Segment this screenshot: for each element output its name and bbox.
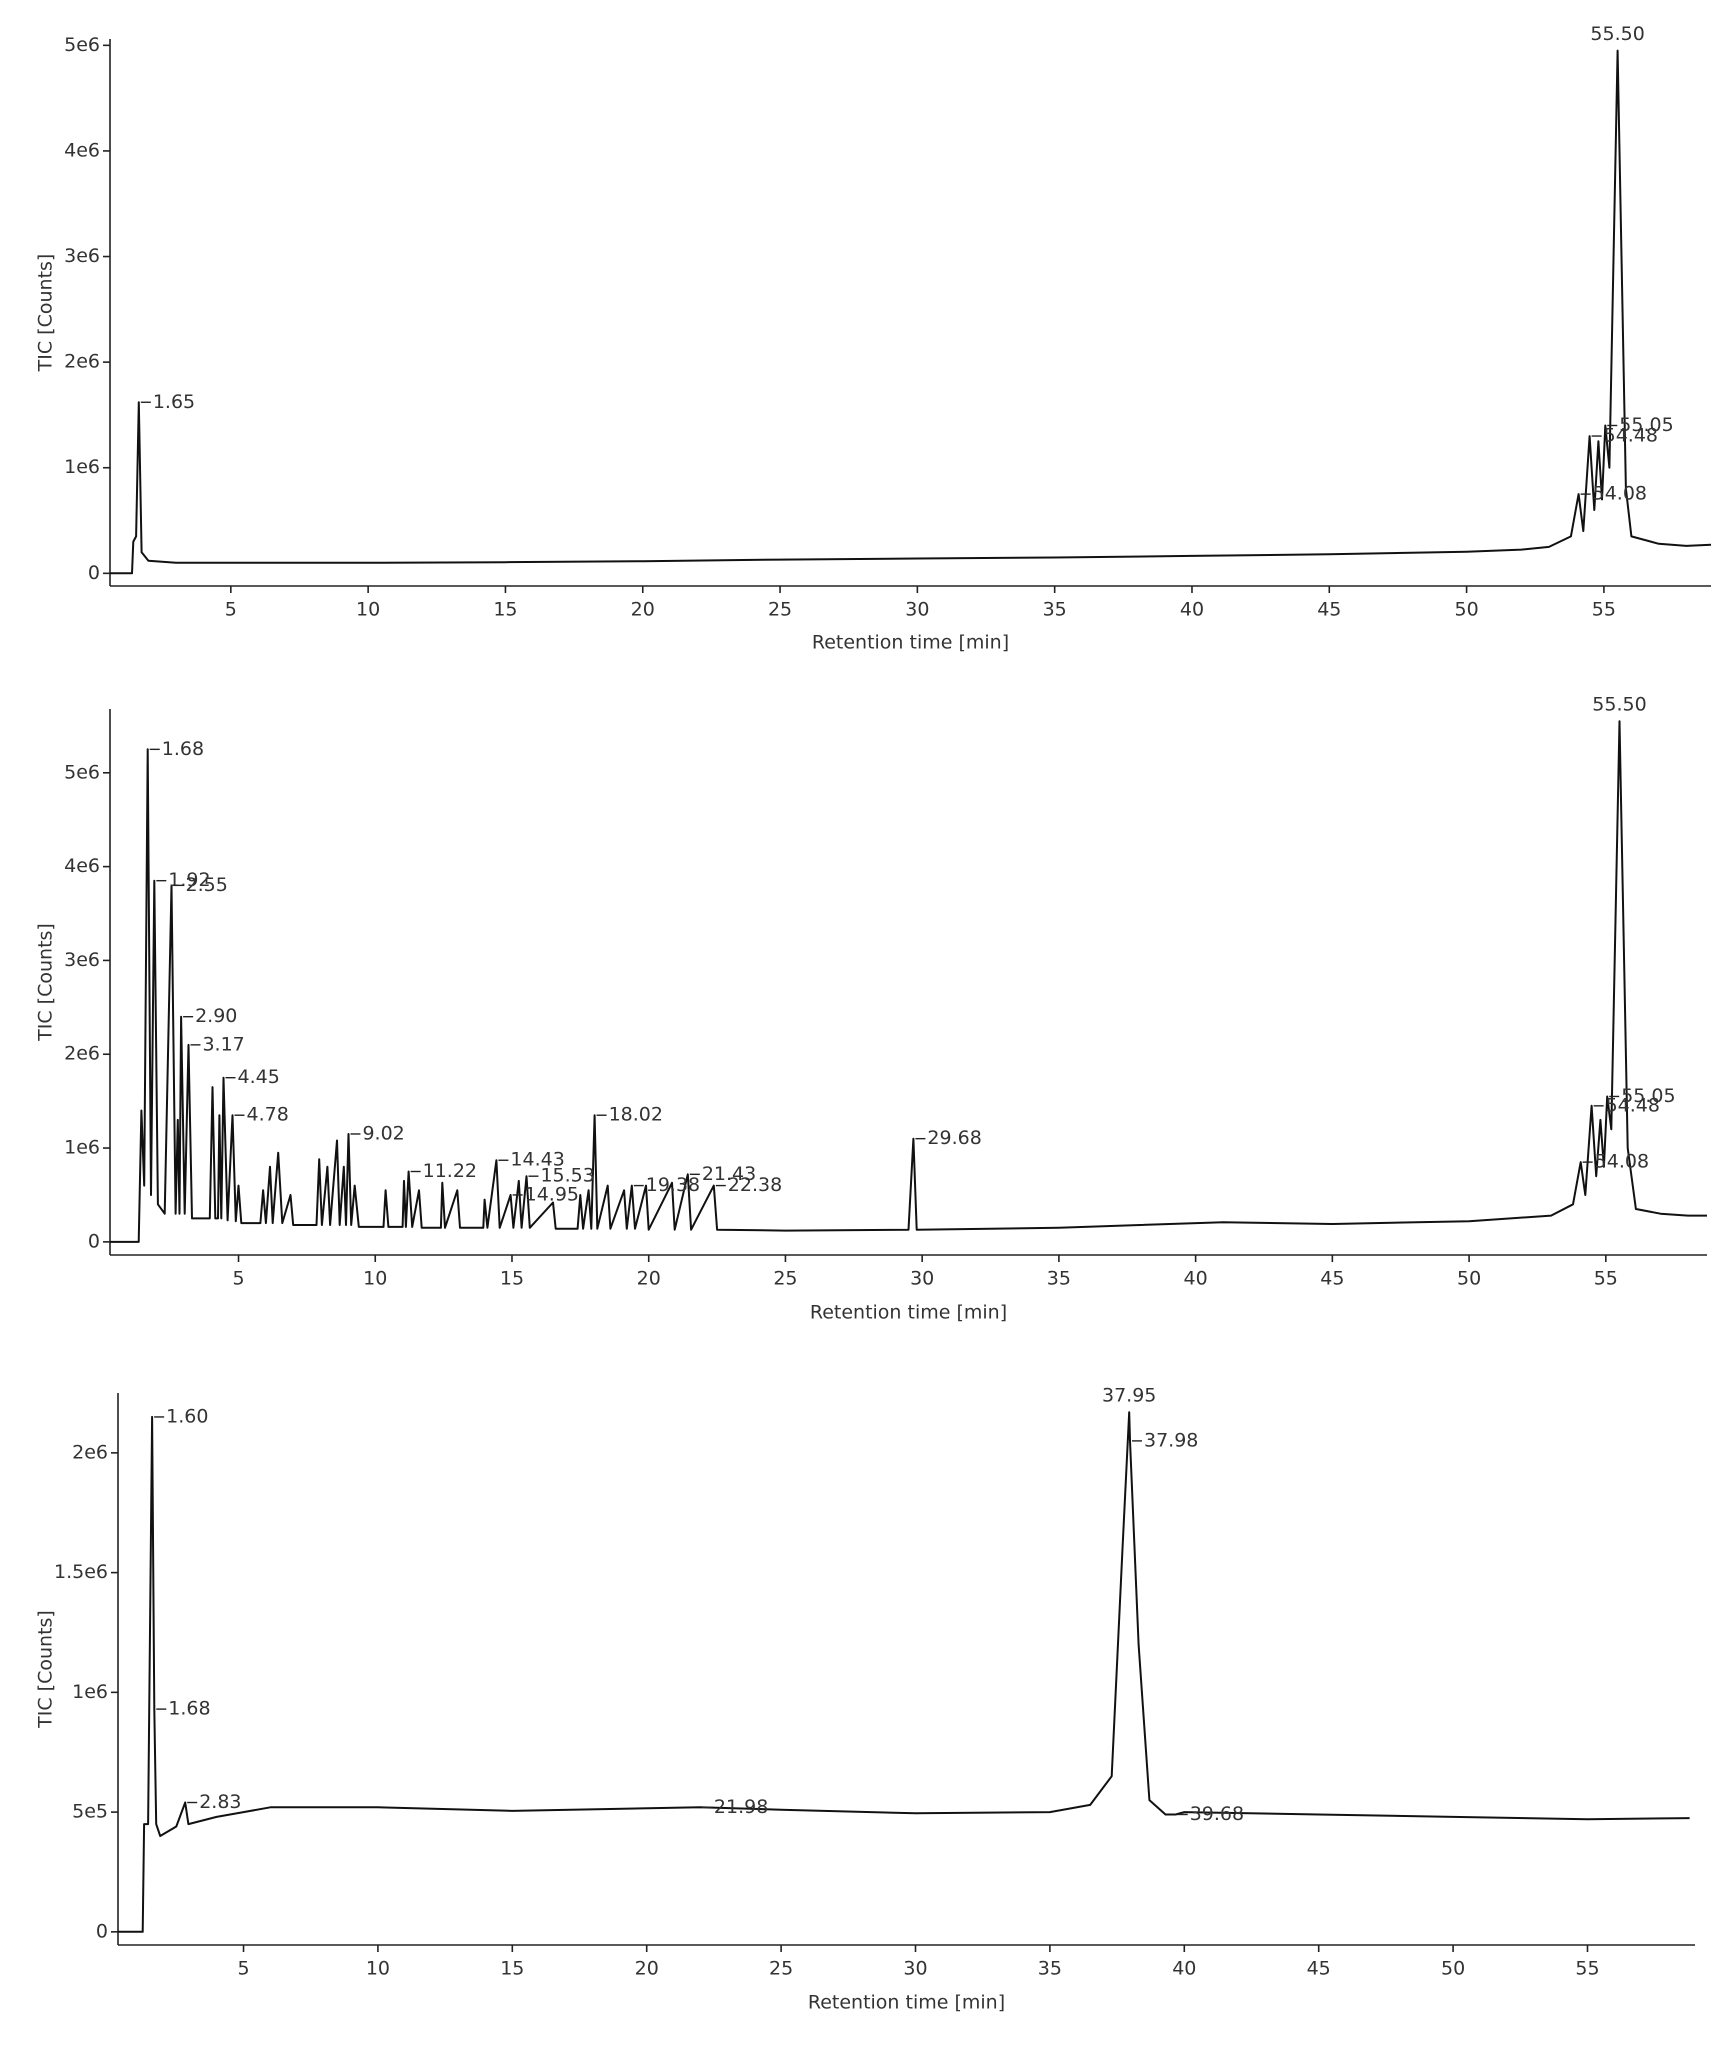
- y-tick-label: 5e6: [64, 34, 100, 56]
- x-tick-label: 10: [363, 1268, 387, 1290]
- y-tick-label: 1.5e6: [54, 1561, 108, 1583]
- peak-label: 55.50: [1592, 694, 1646, 716]
- peak-label: 55.05: [1619, 414, 1673, 436]
- x-axis-label: Retention time [min]: [808, 1992, 1005, 2014]
- y-tick-label: 2e6: [72, 1441, 108, 1463]
- x-tick-label: 40: [1172, 1958, 1196, 1980]
- peak-label: 14.95: [525, 1183, 579, 1205]
- x-tick-label: 55: [1594, 1268, 1618, 1290]
- x-tick-label: 55: [1592, 599, 1616, 621]
- x-tick-label: 50: [1454, 599, 1478, 621]
- peak-label: 11.22: [423, 1160, 477, 1182]
- peak-label: 2.55: [186, 874, 228, 896]
- x-tick-label: 35: [1038, 1958, 1062, 1980]
- peak-label: 15.53: [540, 1165, 594, 1187]
- peak-label: 22.38: [728, 1174, 782, 1196]
- x-tick-label: 5: [232, 1268, 244, 1290]
- peak-label: 54.08: [1595, 1151, 1649, 1173]
- x-tick-label: 50: [1457, 1268, 1481, 1290]
- peak-label: 1.68: [162, 738, 204, 760]
- peak-label: 1.68: [168, 1698, 210, 1720]
- x-tick-label: 10: [366, 1958, 390, 1980]
- peak-label: 54.48: [1604, 425, 1658, 447]
- tic-trace: [110, 720, 1707, 1243]
- y-tick-label: 1e6: [64, 1137, 100, 1159]
- peak-label: 55.05: [1621, 1085, 1675, 1107]
- y-tick-label: 1e6: [64, 456, 100, 478]
- x-tick-label: 10: [356, 599, 380, 621]
- x-tick-label: 20: [637, 1268, 661, 1290]
- y-axis-label: TIC [Counts]: [35, 254, 57, 373]
- x-tick-label: 45: [1320, 1268, 1344, 1290]
- x-tick-label: 20: [635, 1958, 659, 1980]
- x-tick-label: 40: [1180, 599, 1204, 621]
- x-tick-label: 30: [903, 1958, 927, 1980]
- tic-trace: [118, 1411, 1690, 1933]
- peak-label: 2.83: [199, 1791, 241, 1813]
- y-tick-label: 4e6: [64, 855, 100, 877]
- x-tick-label: 25: [768, 599, 792, 621]
- y-tick-label: 4e6: [64, 139, 100, 161]
- y-axis-label: TIC [Counts]: [35, 923, 57, 1042]
- y-tick-label: 5e6: [64, 761, 100, 783]
- peak-label: 4.78: [247, 1104, 289, 1126]
- tic-trace: [110, 49, 1712, 575]
- peak-label: 37.98: [1144, 1429, 1198, 1451]
- peak-label: 1.65: [153, 391, 195, 413]
- y-tick-label: 2e6: [64, 1043, 100, 1065]
- y-tick-label: 0: [88, 562, 100, 584]
- peak-label: 37.95: [1102, 1385, 1156, 1407]
- x-tick-label: 30: [905, 599, 929, 621]
- peak-label: 18.02: [609, 1104, 663, 1126]
- x-axis-label: Retention time [min]: [810, 1302, 1007, 1324]
- y-tick-label: 0: [88, 1230, 100, 1252]
- y-axis-label: TIC [Counts]: [35, 1610, 57, 1729]
- y-tick-label: 5e5: [72, 1801, 108, 1823]
- x-tick-label: 5: [225, 599, 237, 621]
- x-tick-label: 55: [1575, 1958, 1599, 1980]
- peak-label: 9.02: [362, 1122, 404, 1144]
- x-tick-label: 15: [500, 1268, 524, 1290]
- x-tick-label: 15: [500, 1958, 524, 1980]
- x-tick-label: 35: [1047, 1268, 1071, 1290]
- y-tick-label: 2e6: [64, 351, 100, 373]
- peak-label: 21.43: [702, 1163, 756, 1185]
- y-tick-label: 0: [96, 1920, 108, 1942]
- peak-label: 39.68: [1190, 1803, 1244, 1825]
- peak-label: 2.90: [195, 1005, 237, 1027]
- peak-label: 29.68: [927, 1127, 981, 1149]
- peak-label: 55.50: [1590, 23, 1644, 45]
- peak-label: 54.08: [1593, 483, 1647, 505]
- x-tick-label: 5: [237, 1958, 249, 1980]
- x-axis-label: Retention time [min]: [812, 632, 1009, 654]
- x-tick-label: 35: [1043, 599, 1067, 621]
- x-tick-label: 20: [631, 599, 655, 621]
- peak-label: 14.43: [510, 1149, 564, 1171]
- x-tick-label: 45: [1317, 599, 1341, 621]
- x-tick-label: 15: [493, 599, 517, 621]
- y-tick-label: 3e6: [64, 949, 100, 971]
- x-tick-label: 25: [769, 1958, 793, 1980]
- y-tick-label: 1e6: [72, 1681, 108, 1703]
- peak-label: 54.48: [1606, 1094, 1660, 1116]
- peak-label: 1.60: [166, 1405, 208, 1427]
- peak-label: 21.98: [714, 1796, 768, 1818]
- x-tick-label: 45: [1307, 1958, 1331, 1980]
- x-tick-label: 40: [1184, 1268, 1208, 1290]
- x-tick-label: 25: [773, 1268, 797, 1290]
- x-tick-label: 30: [910, 1268, 934, 1290]
- peak-label: 3.17: [202, 1033, 244, 1055]
- y-tick-label: 3e6: [64, 245, 100, 267]
- x-tick-label: 50: [1441, 1958, 1465, 1980]
- peak-label: 19.38: [646, 1174, 700, 1196]
- peak-label: 4.45: [237, 1066, 279, 1088]
